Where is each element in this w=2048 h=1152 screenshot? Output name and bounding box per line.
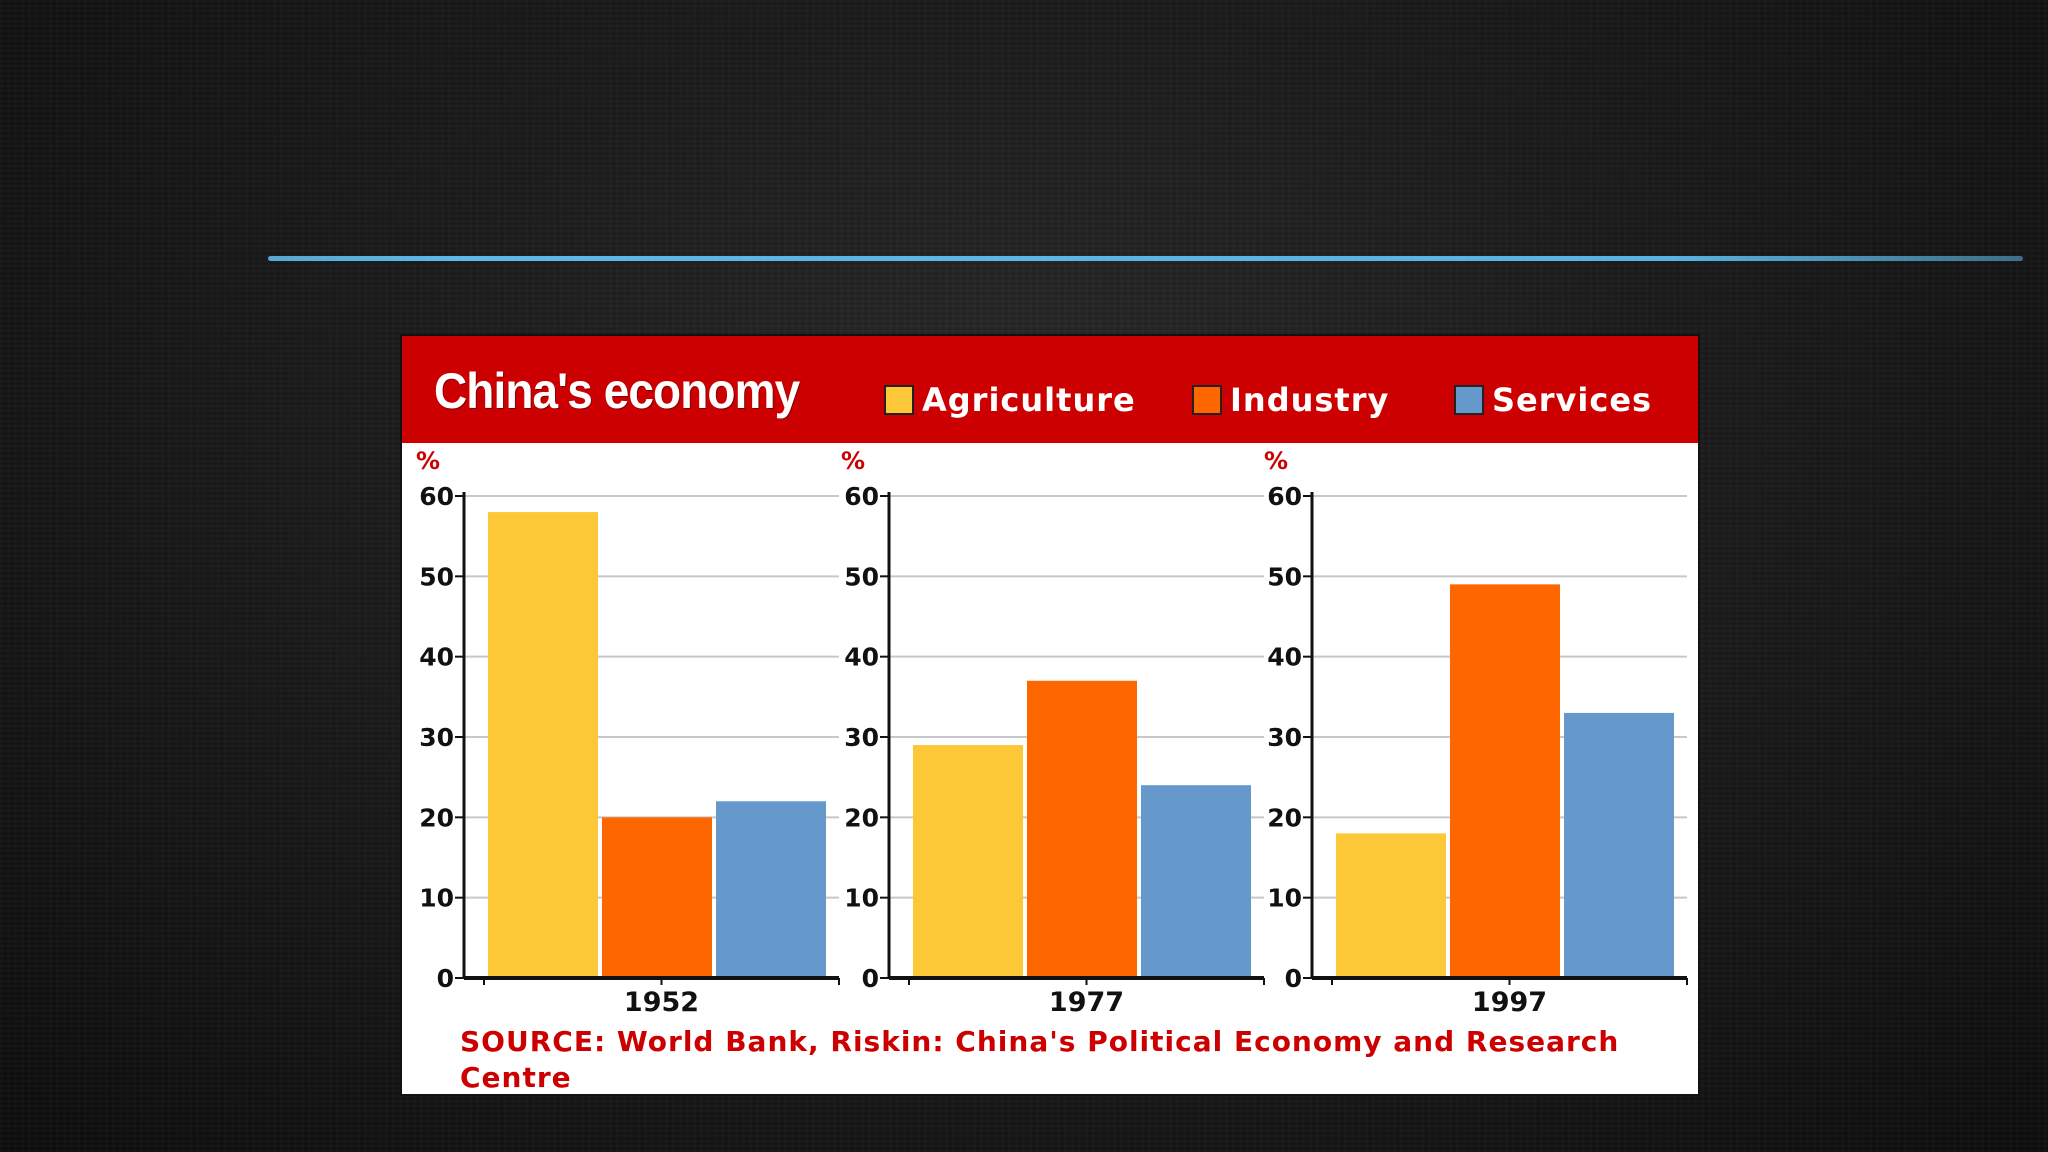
y-tick-label: 50 (844, 562, 879, 591)
bar-1977-agriculture (913, 745, 1023, 978)
y-tick-label: 60 (1267, 482, 1302, 511)
y-tick-label: 30 (844, 723, 879, 752)
legend-item-services: Services (1454, 381, 1652, 419)
bar-1997-industry (1450, 584, 1560, 978)
panel-1977: % 0 10 20 30 40 50 60 1977 (841, 447, 1265, 1018)
y-tick-label: 30 (1267, 723, 1302, 752)
y-tick-label: 60 (844, 482, 879, 511)
legend-item-agriculture: Agriculture (884, 381, 1136, 419)
x-category-label: 1977 (1049, 987, 1124, 1018)
panel-1952: % 0 10 20 30 40 50 60 1952 (416, 447, 840, 1018)
accent-line (268, 256, 2023, 261)
y-unit-label: % (416, 447, 440, 475)
bar-1997-agriculture (1336, 833, 1446, 978)
y-tick-label: 0 (862, 964, 879, 993)
chart-header: China's economy Agriculture Industry Ser… (402, 336, 1698, 443)
bar-1997-services (1564, 712, 1674, 978)
chart-panels: % 0 10 20 30 40 50 60 1952% 0 10 20 30 40 50 60 1977% 0 10… (416, 447, 1688, 1018)
panel-1997: % 0 10 20 30 40 50 60 1997 (1264, 447, 1688, 1018)
y-tick-label: 50 (1267, 562, 1302, 591)
bar-1977-industry (1027, 680, 1137, 978)
y-tick-label: 20 (1267, 803, 1302, 832)
legend-label-industry: Industry (1230, 381, 1390, 419)
bar-1977-services (1141, 785, 1251, 978)
y-tick-label: 0 (437, 964, 454, 993)
bar-1952-industry (602, 817, 712, 978)
y-tick-label: 40 (419, 643, 454, 672)
legend-swatch-agriculture (884, 385, 914, 415)
y-tick-label: 20 (419, 803, 454, 832)
y-tick-label: 60 (419, 482, 454, 511)
y-unit-label: % (1264, 447, 1288, 475)
legend-label-agriculture: Agriculture (922, 381, 1136, 419)
y-unit-label: % (841, 447, 865, 475)
y-tick-label: 10 (844, 884, 879, 913)
bar-1952-services (716, 801, 826, 978)
chart-title: China's economy (434, 363, 800, 419)
legend-swatch-services (1454, 385, 1484, 415)
y-tick-label: 40 (1267, 643, 1302, 672)
y-tick-label: 20 (844, 803, 879, 832)
legend-swatch-industry (1192, 385, 1222, 415)
y-tick-label: 50 (419, 562, 454, 591)
x-category-label: 1952 (624, 987, 699, 1018)
y-tick-label: 30 (419, 723, 454, 752)
y-tick-label: 10 (419, 884, 454, 913)
chart-card: China's economy Agriculture Industry Ser… (400, 334, 1700, 1096)
chart-source: SOURCE: World Bank, Riskin: China's Poli… (460, 1025, 1620, 1094)
y-tick-label: 0 (1285, 964, 1302, 993)
legend-item-industry: Industry (1192, 381, 1389, 419)
x-category-label: 1997 (1472, 987, 1547, 1018)
bar-1952-agriculture (488, 512, 598, 978)
y-tick-label: 10 (1267, 884, 1302, 913)
y-tick-label: 40 (844, 643, 879, 672)
legend-label-services: Services (1492, 381, 1653, 419)
